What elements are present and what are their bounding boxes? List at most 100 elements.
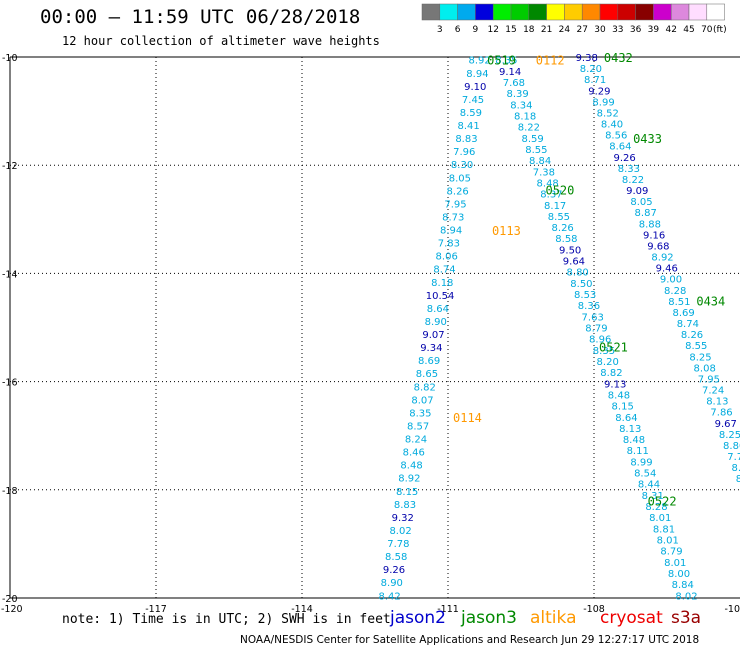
- swh-value-label: 8.64: [609, 142, 631, 153]
- swh-value-label: 7.63: [582, 312, 604, 323]
- colorbar-swatch: [599, 3, 619, 21]
- axes: -10 -12 -14 -16 -18 -20-120 -117 -114 -111 -108 -1…: [1, 53, 740, 615]
- swh-value-label: 8.90: [381, 578, 403, 589]
- swh-value-label: 8.69: [672, 308, 694, 319]
- swh-value-label: 8.53: [574, 290, 596, 301]
- swh-value-label: 8.13: [706, 397, 728, 408]
- swh-value-label: 9.14: [499, 67, 521, 78]
- swh-value-label: 7.68: [503, 78, 525, 89]
- swh-value-label: 8.79: [660, 547, 682, 558]
- x-tick-label: -114: [291, 604, 313, 615]
- swh-value-label: 8.34: [510, 100, 532, 111]
- satellite-legend-item: jason3: [461, 608, 517, 628]
- swh-value-label: 8.99: [592, 97, 614, 108]
- pass-time-label: 0519: [487, 54, 516, 68]
- colorbar-swatch: [706, 3, 725, 21]
- colorbar-tick-label: 27: [576, 25, 587, 35]
- swh-value-label: 8.84: [672, 580, 694, 591]
- x-tick-label: -10: [724, 604, 740, 615]
- swh-value-label: 7.45: [462, 95, 484, 106]
- swh-value-label: 8.35: [495, 56, 517, 67]
- swh-value-label: 9.09: [626, 186, 648, 197]
- swh-value-label: 8.87: [635, 208, 657, 219]
- swh-value-label: 8.46: [403, 448, 425, 459]
- swh-value-label: 8.92: [398, 474, 420, 485]
- swh-value-label: 8.65: [416, 369, 438, 380]
- pass-time-label: 0433: [633, 132, 662, 146]
- swh-value-label: 8.74: [433, 265, 455, 276]
- swh-value-label: 9.13: [604, 379, 626, 390]
- swh-value-label: 8.90: [425, 317, 447, 328]
- colorbar-swatch: [564, 3, 583, 21]
- colorbar-swatch: [546, 3, 565, 21]
- colorbar-tick-label: 39: [648, 25, 660, 35]
- swh-value-label: 8.48: [537, 178, 559, 189]
- satellite-legend-item: s3a: [671, 608, 702, 628]
- swh-value-label: 9.00: [660, 275, 682, 286]
- series: 8.92 8.94 9.10 7.45 8.59 8.41 8.83 7.96 8.30 8.05…: [378, 53, 740, 602]
- grid: [10, 57, 740, 598]
- colorbar-swatch: [457, 3, 476, 21]
- swh-value-label: 8.20: [580, 64, 602, 75]
- swh-value-label: 8.25: [719, 430, 740, 441]
- swh-value-label: 8.83: [455, 134, 477, 145]
- colorbar-swatch: [492, 3, 512, 21]
- swh-value-label: 8.92: [651, 253, 673, 264]
- colorbar-tick-label: 3: [437, 25, 443, 35]
- satellite-legend-item: cryosat: [600, 608, 663, 628]
- colorbar-tick-label: 21: [541, 25, 552, 35]
- swh-value-label: 8.28: [645, 502, 667, 513]
- swh-value-label: 8.64: [427, 304, 449, 315]
- swh-value-label: 8.55: [525, 145, 547, 156]
- colorbar-swatch: [421, 3, 441, 21]
- colorbar-unit: (ft): [713, 25, 727, 35]
- pass-time-label: 0112: [536, 54, 565, 68]
- swh-value-label: 8.42: [378, 591, 400, 602]
- swh-value-label: 8.28: [664, 286, 686, 297]
- swh-value-label: 7.83: [438, 239, 460, 250]
- y-tick-label: -20: [2, 594, 18, 605]
- series-track: 8.359.147.688.398.348.188.228.598.558.84…: [495, 56, 697, 603]
- swh-value-label: 7.70: [727, 452, 740, 463]
- swh-value-label: 8.01: [649, 513, 671, 524]
- swh-value-label: 9.07: [422, 330, 444, 341]
- swh-value-label: 8.22: [622, 175, 644, 186]
- y-tick-label: -10: [2, 53, 18, 64]
- swh-value-label: 8.44: [638, 480, 660, 491]
- swh-value-label: 8.37: [540, 190, 562, 201]
- swh-value-label: 8.35: [593, 346, 615, 357]
- colorbar-swatch: [653, 3, 672, 21]
- swh-value-label: 8.02: [389, 526, 411, 537]
- swh-value-label: 8.73: [442, 212, 464, 223]
- swh-value-label: 8.59: [522, 134, 544, 145]
- swh-value-label: 8.50: [570, 279, 592, 290]
- swh-value-label: 8.39: [507, 89, 529, 100]
- pass-time-label: 0434: [696, 294, 725, 308]
- colorbar-tick-label: 42: [665, 25, 676, 35]
- swh-value-label: 7.38: [533, 167, 555, 178]
- swh-value-label: 8.15: [396, 487, 418, 498]
- colorbar: 3 6 9 12 15 18 21 24 27 30 33 36 39 42 45 70 (ft): [421, 3, 727, 35]
- swh-value-label: 9.50: [559, 245, 581, 256]
- colorbar-tick-label: 15: [505, 25, 516, 35]
- swh-value-label: 9.38: [576, 53, 598, 64]
- swh-value-label: 8.56: [605, 131, 627, 142]
- swh-value-label: 8.84: [529, 156, 551, 167]
- swh-value-label: 8.18: [431, 278, 453, 289]
- swh-value-label: 9.26: [383, 565, 405, 576]
- swh-value-label: 9.16: [643, 230, 665, 241]
- swh-value-label: 8.13: [619, 424, 641, 435]
- swh-value-label: 8.05: [449, 173, 471, 184]
- swh-value-label: 7.96: [453, 147, 475, 158]
- swh-value-label: 8.09: [736, 474, 740, 485]
- y-tick-label: -16: [2, 378, 18, 389]
- swh-value-label: 8.31: [642, 491, 664, 502]
- swh-value-label: 8.88: [639, 219, 661, 230]
- colorbar-swatch: [528, 3, 547, 21]
- credit-text: NOAA/NESDIS Center for Satellite Applica…: [240, 634, 700, 646]
- swh-value-label: 8.35: [409, 408, 431, 419]
- swh-value-label: 7.86: [710, 408, 732, 419]
- swh-value-label: 8.55: [685, 341, 707, 352]
- series-track: 9.388.208.719.298.998.528.408.568.649.26…: [576, 53, 740, 496]
- swh-value-label: 8.01: [657, 536, 679, 547]
